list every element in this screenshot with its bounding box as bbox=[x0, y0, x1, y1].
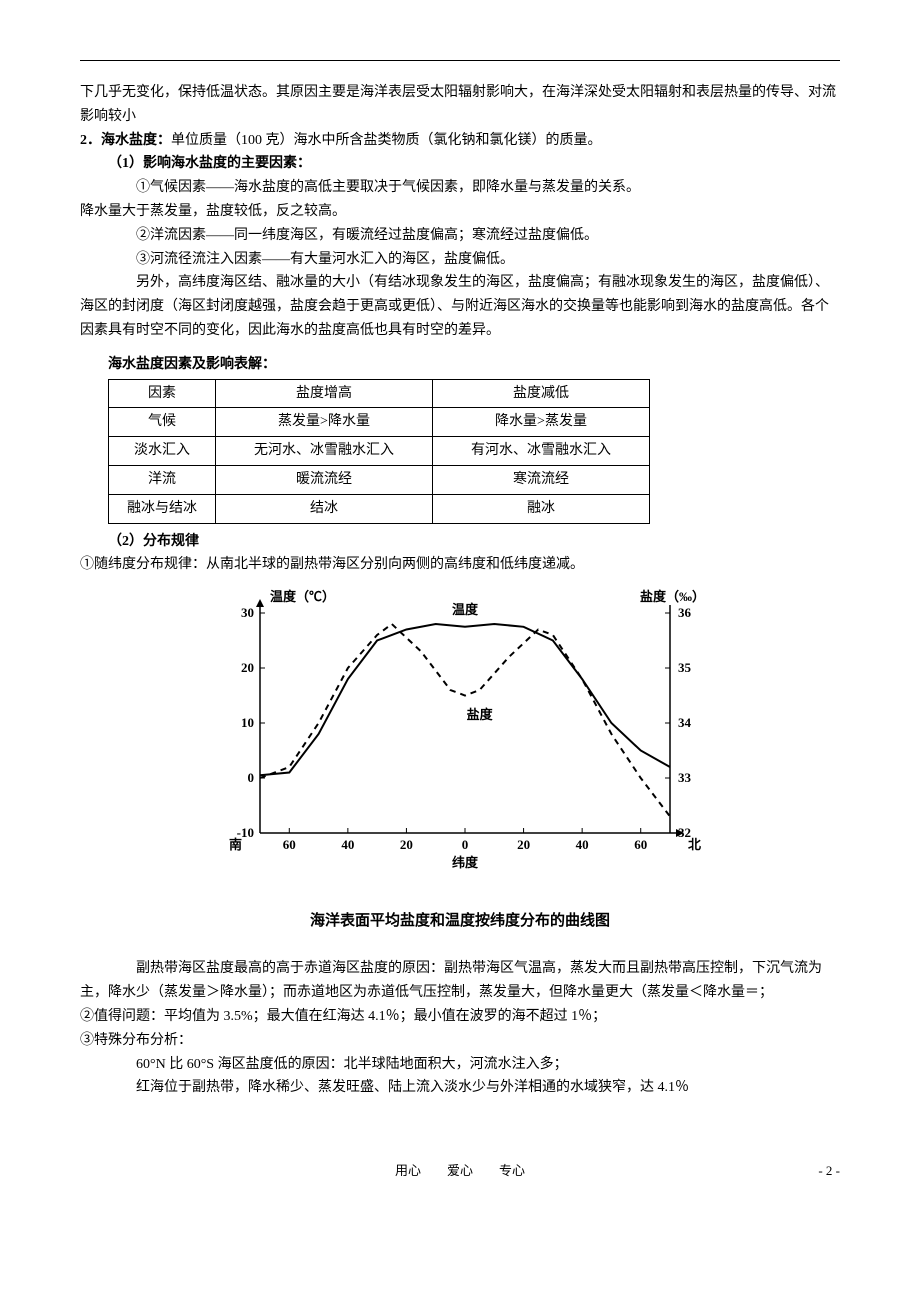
svg-text:盐度: 盐度 bbox=[467, 707, 494, 722]
table-cell: 暖流流经 bbox=[216, 465, 433, 494]
svg-text:温度（℃）: 温度（℃） bbox=[270, 589, 335, 604]
svg-text:40: 40 bbox=[576, 837, 589, 852]
text: 单位质量（100 克）海水中所含盐类物质（氯化钠和氯化镁）的质量。 bbox=[171, 133, 602, 148]
svg-text:60: 60 bbox=[283, 837, 296, 852]
svg-text:纬度: 纬度 bbox=[452, 855, 479, 870]
page-number: - 2 - bbox=[818, 1160, 840, 1182]
table-row: 融冰与结冰结冰融冰 bbox=[109, 494, 650, 523]
list-item: ③河流径流注入因素——有大量河水汇入的海区，盐度偏低。 bbox=[80, 248, 840, 272]
list-item: ③特殊分布分析： bbox=[80, 1029, 840, 1053]
table-cell: 寒流流经 bbox=[433, 465, 650, 494]
table-cell: 气候 bbox=[109, 408, 216, 437]
chart-caption: 海洋表面平均盐度和温度按纬度分布的曲线图 bbox=[80, 908, 840, 934]
svg-text:0: 0 bbox=[248, 770, 255, 785]
table-cell: 降水量>蒸发量 bbox=[433, 408, 650, 437]
svg-text:10: 10 bbox=[241, 715, 254, 730]
table-cell: 因素 bbox=[109, 379, 216, 408]
page-footer: 用心 爱心 专心 - 2 - bbox=[80, 1160, 840, 1182]
salinity-temperature-chart: -10010203032333435366040200204060温度（℃）盐度… bbox=[200, 583, 720, 892]
paragraph: 红海位于副热带，降水稀少、蒸发旺盛、陆上流入淡水少与外洋相通的水域狭窄，达 4.… bbox=[80, 1076, 840, 1100]
svg-text:40: 40 bbox=[341, 837, 354, 852]
text: 降水量大于蒸发量，盐度较低，反之较高。 bbox=[80, 200, 840, 224]
svg-text:20: 20 bbox=[400, 837, 413, 852]
paragraph: 另外，高纬度海区结、融冰量的大小（有结冰现象发生的海区，盐度偏高；有融冰现象发生… bbox=[80, 271, 840, 342]
list-item: ①气候因素——海水盐度的高低主要取决于气候因素，即降水量与蒸发量的关系。 bbox=[80, 176, 840, 200]
table-title: 海水盐度因素及影响表解： bbox=[80, 353, 840, 377]
table-cell: 结冰 bbox=[216, 494, 433, 523]
table-cell: 淡水汇入 bbox=[109, 437, 216, 466]
table-cell: 融冰 bbox=[433, 494, 650, 523]
table-cell: 蒸发量>降水量 bbox=[216, 408, 433, 437]
table-cell: 盐度减低 bbox=[433, 379, 650, 408]
footer-text: 用心 爱心 专心 bbox=[395, 1163, 525, 1178]
table-row: 因素盐度增高盐度减低 bbox=[109, 379, 650, 408]
table-row: 气候蒸发量>降水量降水量>蒸发量 bbox=[109, 408, 650, 437]
paragraph: 60°N 比 60°S 海区盐度低的原因：北半球陆地面积大，河流水注入多； bbox=[80, 1053, 840, 1077]
svg-text:36: 36 bbox=[678, 605, 692, 620]
svg-text:盐度（‰）: 盐度（‰） bbox=[640, 589, 705, 604]
svg-text:35: 35 bbox=[678, 660, 692, 675]
table-row: 淡水汇入无河水、冰雪融水汇入有河水、冰雪融水汇入 bbox=[109, 437, 650, 466]
table-cell: 洋流 bbox=[109, 465, 216, 494]
svg-text:20: 20 bbox=[517, 837, 530, 852]
table-cell: 盐度增高 bbox=[216, 379, 433, 408]
table-cell: 有河水、冰雪融水汇入 bbox=[433, 437, 650, 466]
table-row: 洋流暖流流经寒流流经 bbox=[109, 465, 650, 494]
table-cell: 无河水、冰雪融水汇入 bbox=[216, 437, 433, 466]
list-item: ②洋流因素——同一纬度海区，有暖流经过盐度偏高；寒流经过盐度偏低。 bbox=[80, 224, 840, 248]
svg-text:0: 0 bbox=[462, 837, 469, 852]
table-cell: 融冰与结冰 bbox=[109, 494, 216, 523]
paragraph: 下几乎无变化，保持低温状态。其原因主要是海洋表层受太阳辐射影响大，在海洋深处受太… bbox=[80, 81, 840, 129]
paragraph: 2．海水盐度：单位质量（100 克）海水中所含盐类物质（氯化钠和氯化镁）的质量。 bbox=[80, 129, 840, 153]
svg-text:温度: 温度 bbox=[452, 602, 479, 617]
list-item: ②值得问题：平均值为 3.5%；最大值在红海达 4.1％；最小值在波罗的海不超过… bbox=[80, 1005, 840, 1029]
list-item: ①随纬度分布规律：从南北半球的副热带海区分别向两侧的高纬度和低纬度递减。 bbox=[80, 553, 840, 577]
svg-text:33: 33 bbox=[678, 770, 692, 785]
svg-text:20: 20 bbox=[241, 660, 254, 675]
salinity-factors-table: 因素盐度增高盐度减低气候蒸发量>降水量降水量>蒸发量淡水汇入无河水、冰雪融水汇入… bbox=[108, 379, 650, 524]
heading: （1）影响海水盐度的主要因素： bbox=[80, 152, 840, 176]
svg-text:30: 30 bbox=[241, 605, 254, 620]
svg-text:34: 34 bbox=[678, 715, 692, 730]
paragraph: 副热带海区盐度最高的高于赤道海区盐度的原因：副热带海区气温高，蒸发大而且副热带高… bbox=[80, 957, 840, 1005]
top-divider bbox=[80, 60, 840, 61]
heading: （2）分布规律 bbox=[80, 530, 840, 554]
svg-text:60: 60 bbox=[634, 837, 647, 852]
heading-inline: 2．海水盐度： bbox=[80, 133, 171, 148]
svg-text:南: 南 bbox=[229, 837, 242, 852]
svg-text:北: 北 bbox=[688, 837, 701, 852]
